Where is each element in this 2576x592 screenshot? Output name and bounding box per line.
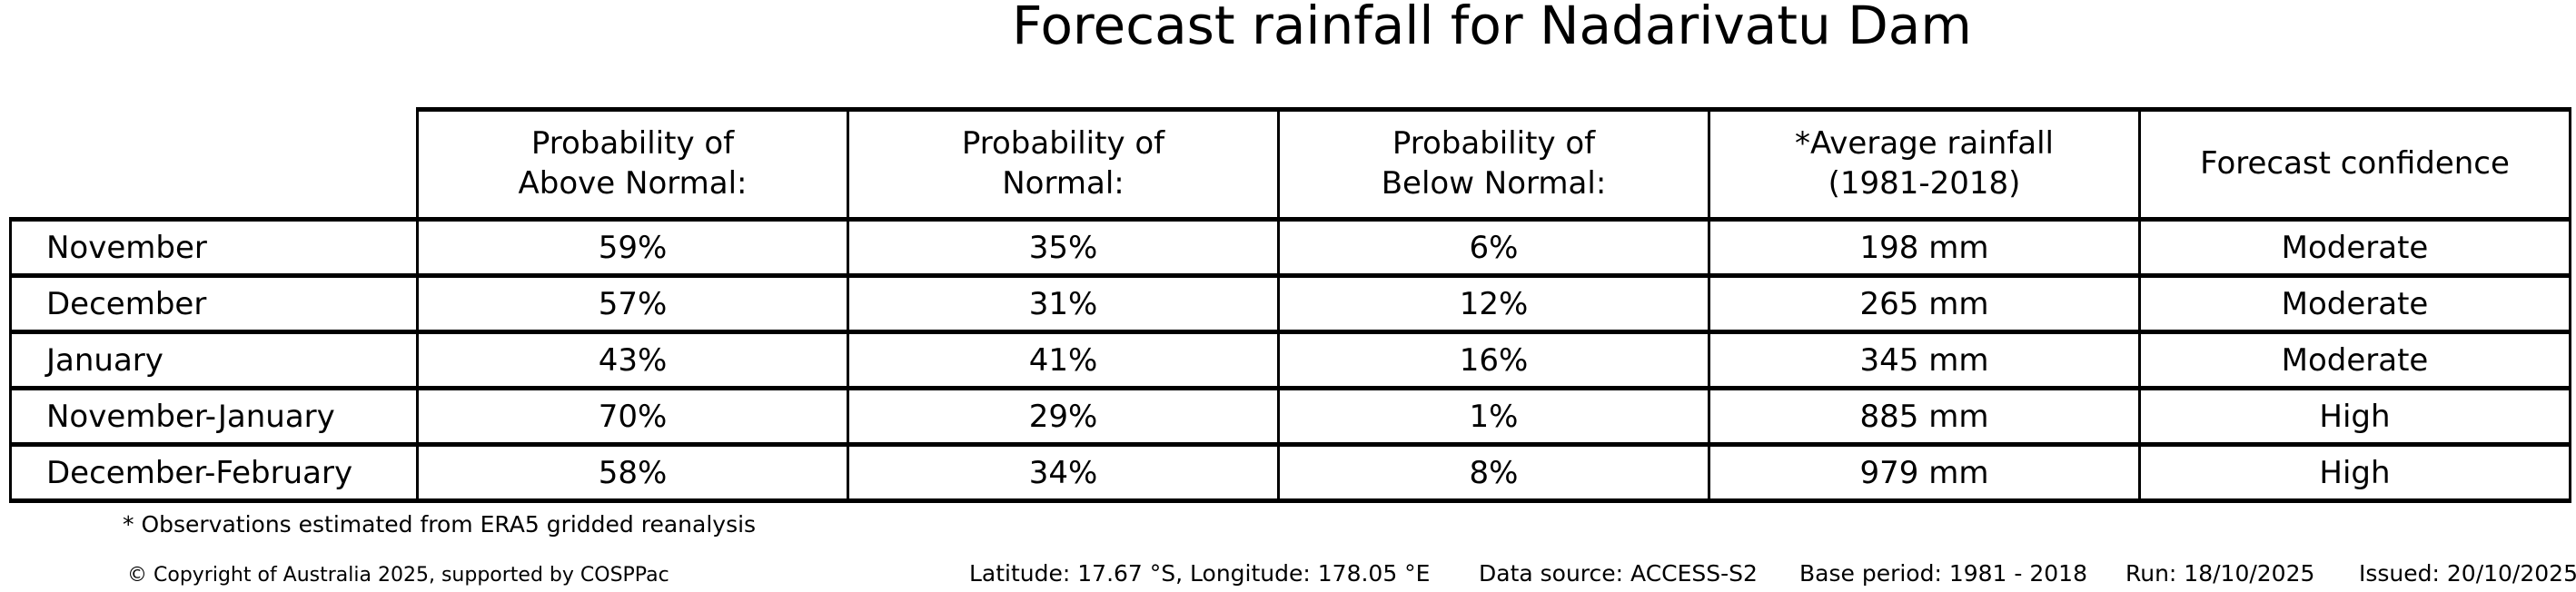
forecast-table: Probability of Above Normal: Probability… <box>9 107 2571 503</box>
cell-normal: 34% <box>847 442 1280 503</box>
column-header-forecast-confidence: Forecast confidence <box>2138 107 2571 222</box>
footer-lat-long: Latitude: 17.67 °S, Longitude: 178.05 °E <box>969 560 1431 587</box>
cell-below-normal: 12% <box>1277 273 1710 334</box>
cell-below-normal: 8% <box>1277 442 1710 503</box>
cell-forecast-confidence: Moderate <box>2138 330 2571 390</box>
cell-forecast-confidence: Moderate <box>2138 273 2571 334</box>
footer-base-period: Base period: 1981 - 2018 <box>1799 560 2087 587</box>
footer-issued-date: Issued: 20/10/2025 <box>2359 560 2576 587</box>
cell-normal: 31% <box>847 273 1280 334</box>
footer-data-source: Data source: ACCESS-S2 <box>1479 560 1758 587</box>
table-row-december-february: December-February 58% 34% 8% 979 mm High <box>9 442 2571 503</box>
cell-forecast-confidence: Moderate <box>2138 217 2571 278</box>
column-header-average-rainfall: *Average rainfall (1981-2018) <box>1708 107 2141 222</box>
cell-forecast-confidence: High <box>2138 386 2571 447</box>
row-label: November-January <box>9 386 419 447</box>
table-row-november: November 59% 35% 6% 198 mm Moderate <box>9 217 2571 278</box>
cell-above-normal: 70% <box>416 386 849 447</box>
era5-footnote: * Observations estimated from ERA5 gridd… <box>123 511 757 538</box>
footer-run-date: Run: 18/10/2025 <box>2125 560 2315 587</box>
row-label: December <box>9 273 419 334</box>
cell-average-rainfall: 345 mm <box>1708 330 2141 390</box>
cell-forecast-confidence: High <box>2138 442 2571 503</box>
table-row-january: January 43% 41% 16% 345 mm Moderate <box>9 330 2571 390</box>
row-label: December-February <box>9 442 419 503</box>
header-row: Probability of Above Normal: Probability… <box>10 107 2571 222</box>
column-header-normal: Probability of Normal: <box>847 107 1280 222</box>
cell-average-rainfall: 979 mm <box>1708 442 2141 503</box>
cell-normal: 35% <box>847 217 1280 278</box>
cell-below-normal: 6% <box>1277 217 1710 278</box>
cell-normal: 41% <box>847 330 1280 390</box>
cell-above-normal: 59% <box>416 217 849 278</box>
row-label: November <box>9 217 419 278</box>
blank-corner-cell <box>10 109 418 222</box>
cell-normal: 29% <box>847 386 1280 447</box>
column-header-above-normal: Probability of Above Normal: <box>416 107 849 222</box>
cell-average-rainfall: 265 mm <box>1708 273 2141 334</box>
table-row-november-january: November-January 70% 29% 1% 885 mm High <box>9 386 2571 447</box>
column-header-below-normal: Probability of Below Normal: <box>1277 107 1710 222</box>
row-label: January <box>9 330 419 390</box>
cell-above-normal: 58% <box>416 442 849 503</box>
cell-below-normal: 1% <box>1277 386 1710 447</box>
cell-above-normal: 43% <box>416 330 849 390</box>
copyright-notice: © Copyright of Australia 2025, supported… <box>127 564 669 587</box>
cell-average-rainfall: 198 mm <box>1708 217 2141 278</box>
table-row-december: December 57% 31% 12% 265 mm Moderate <box>9 273 2571 334</box>
cell-average-rainfall: 885 mm <box>1708 386 2141 447</box>
cell-below-normal: 16% <box>1277 330 1710 390</box>
figure-title: Forecast rainfall for Nadarivatu Dam <box>1012 0 1972 56</box>
cell-above-normal: 57% <box>416 273 849 334</box>
